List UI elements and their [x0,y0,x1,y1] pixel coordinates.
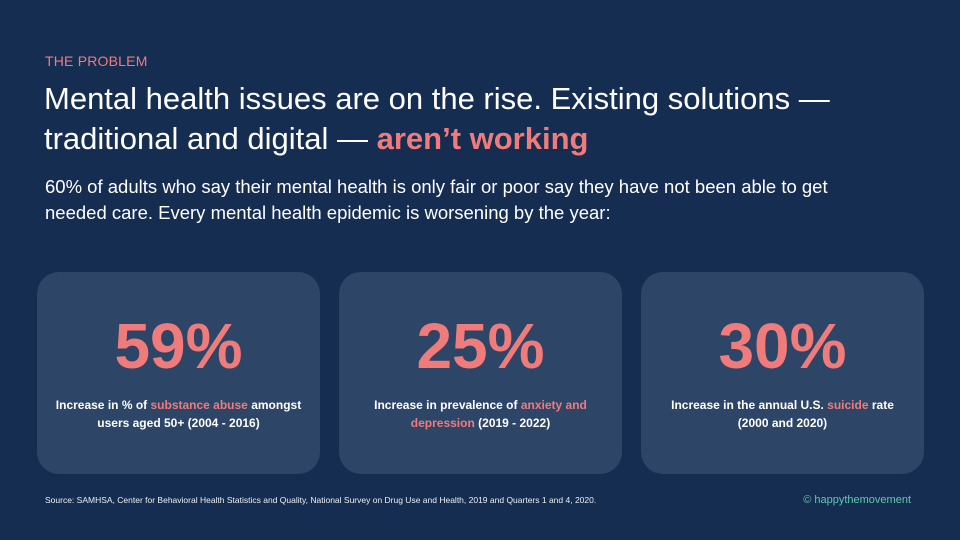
stat-caption: Increase in the annual U.S. suicide rate… [658,396,908,432]
stat-card-suicide: 30% Increase in the annual U.S. suicide … [641,272,924,474]
stat-caption: Increase in prevalence of anxiety and de… [356,396,606,432]
section-eyebrow: THE PROBLEM [45,53,148,69]
headline-main: Mental health issues are on the rise. Ex… [44,81,830,156]
page-title: Mental health issues are on the rise. Ex… [44,79,924,159]
intro-paragraph: 60% of adults who say their mental healt… [45,176,828,223]
stat-value: 25% [416,310,545,382]
stat-value: 30% [718,310,847,382]
caption-text: amongst users aged 50+ (2004 - 2016) [97,398,302,430]
caption-text: Increase in % of [55,398,151,412]
caption-text: Increase in prevalence of [374,398,521,412]
caption-text: Increase in the annual U.S. [671,398,828,412]
caption-text: (2019 - 2022) [474,416,551,430]
stat-value: 59% [114,310,243,382]
caption-highlight: anxiety and depression [410,398,587,430]
stat-card-anxiety-depression: 25% Increase in prevalence of anxiety an… [339,272,622,474]
caption-highlight: suicide [827,398,869,412]
caption-highlight: substance abuse [150,398,248,412]
caption-text: rate (2000 and 2020) [737,398,894,430]
stat-caption: Increase in % of substance abuse amongst… [54,396,304,432]
source-citation: Source: SAMHSA, Center for Behavioral He… [45,495,597,505]
brand-footer: © happythemovement [803,494,911,506]
headline-accent: aren’t working [376,121,589,156]
stat-cards: 59% Increase in % of substance abuse amo… [37,272,924,474]
stat-card-substance-abuse: 59% Increase in % of substance abuse amo… [37,272,320,474]
